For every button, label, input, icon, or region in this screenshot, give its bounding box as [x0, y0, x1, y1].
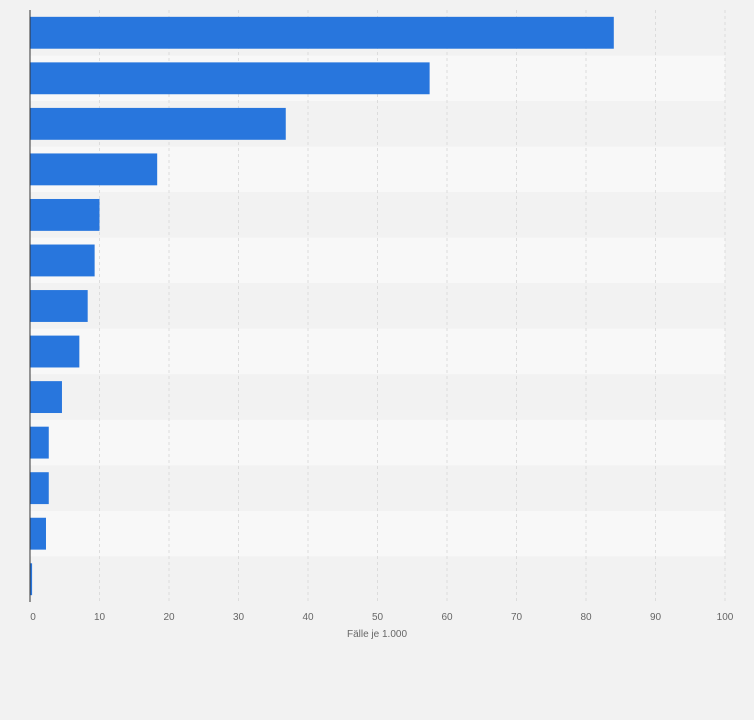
x-tick-label: 10	[94, 612, 106, 623]
x-tick-label: 90	[650, 612, 662, 623]
bar[interactable]	[30, 517, 46, 550]
x-tick-label: 70	[511, 612, 523, 623]
bar[interactable]	[30, 472, 49, 505]
x-tick-label: 80	[580, 612, 592, 623]
bar[interactable]	[30, 381, 62, 414]
x-tick-label: 60	[441, 612, 453, 623]
bar[interactable]	[30, 198, 100, 231]
bar[interactable]	[30, 335, 80, 368]
x-tick-label: 0	[30, 612, 36, 623]
x-axis-title: Fälle je 1.000	[347, 629, 407, 640]
x-tick-label: 20	[163, 612, 175, 623]
bar[interactable]	[30, 153, 158, 186]
bar[interactable]	[30, 244, 95, 277]
x-tick-labels: 0 10 20 30 40 50 60 70 80 90 100	[30, 612, 734, 623]
x-tick-label: 30	[233, 612, 245, 623]
x-tick-label: 50	[372, 612, 384, 623]
bar[interactable]	[30, 107, 286, 140]
bar[interactable]	[30, 290, 88, 322]
bar[interactable]	[30, 62, 430, 95]
bars	[30, 16, 614, 596]
bar[interactable]	[30, 563, 33, 596]
x-tick-label: 40	[302, 612, 314, 623]
bar[interactable]	[30, 426, 49, 459]
bar[interactable]	[30, 16, 614, 49]
x-tick-label: 100	[717, 612, 734, 623]
